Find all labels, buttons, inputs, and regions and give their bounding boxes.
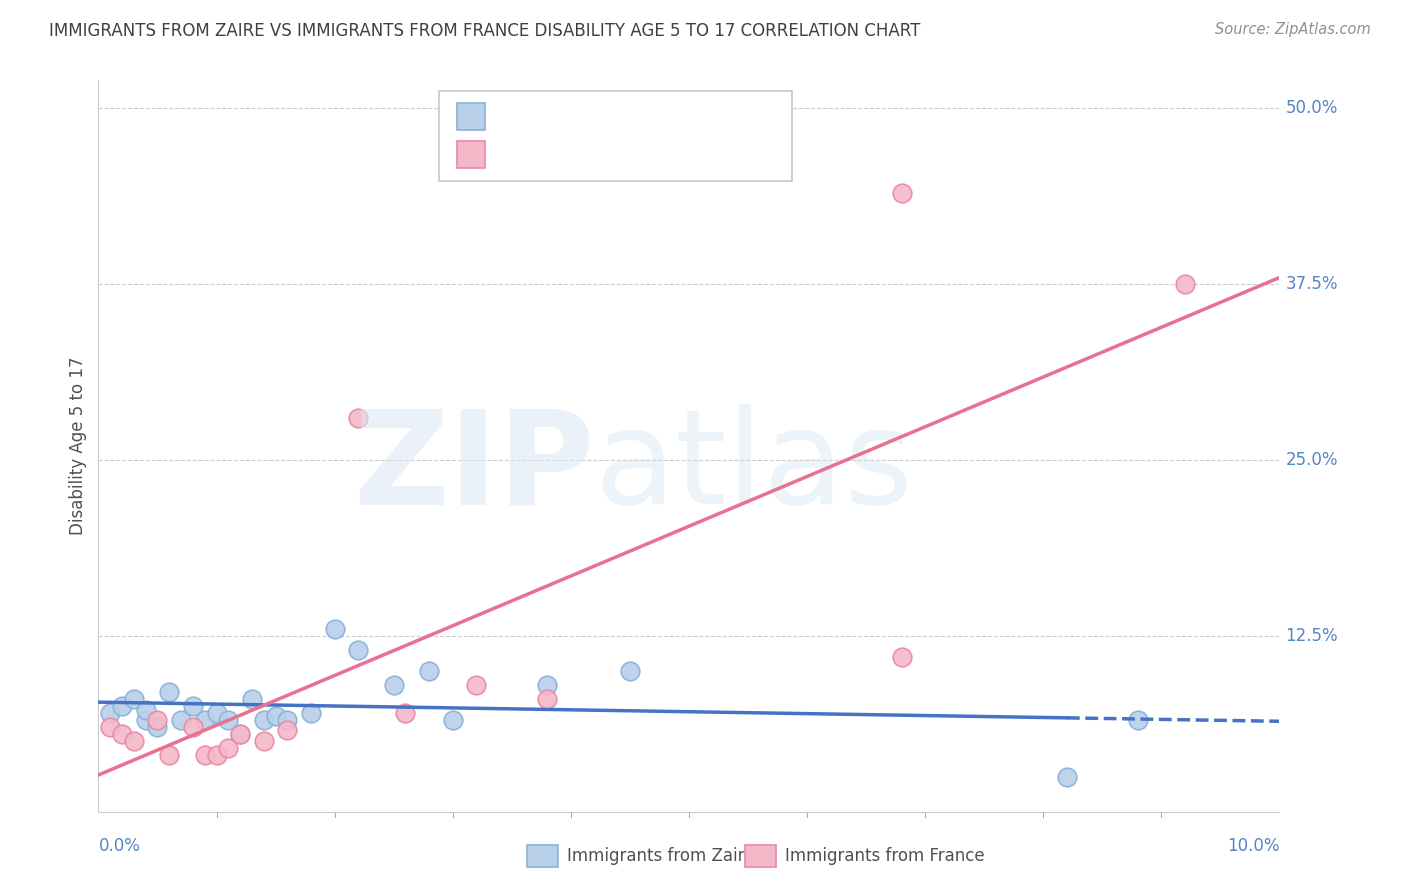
Point <box>98 706 121 721</box>
Text: 25.0%: 25.0% <box>1285 451 1339 469</box>
Point <box>229 727 252 741</box>
Point <box>253 734 276 748</box>
Point <box>146 720 169 734</box>
Point <box>157 685 180 699</box>
Point <box>890 650 912 665</box>
Text: Immigrants from Zaire: Immigrants from Zaire <box>567 847 754 865</box>
Point <box>217 714 239 728</box>
Point <box>98 720 121 734</box>
Text: 10.0%: 10.0% <box>1227 837 1279 855</box>
Point <box>205 706 228 721</box>
Text: Source: ZipAtlas.com: Source: ZipAtlas.com <box>1215 22 1371 37</box>
Point <box>441 714 464 728</box>
Text: IMMIGRANTS FROM ZAIRE VS IMMIGRANTS FROM FRANCE DISABILITY AGE 5 TO 17 CORRELATI: IMMIGRANTS FROM ZAIRE VS IMMIGRANTS FROM… <box>49 22 921 40</box>
Text: N =: N = <box>600 145 640 163</box>
Point <box>194 748 217 763</box>
Text: 12.5%: 12.5% <box>1285 627 1339 645</box>
Text: R =: R = <box>495 145 534 163</box>
Text: ZIP: ZIP <box>353 404 595 532</box>
Text: atlas: atlas <box>595 404 914 532</box>
Point <box>181 720 204 734</box>
Point <box>276 723 298 738</box>
Point <box>394 706 416 721</box>
Text: 50.0%: 50.0% <box>1285 99 1337 118</box>
Point <box>347 410 370 425</box>
Point <box>111 727 134 741</box>
Point <box>181 699 204 714</box>
Point <box>240 692 263 706</box>
Point <box>229 727 252 741</box>
Point <box>194 714 217 728</box>
Point <box>253 714 276 728</box>
Point <box>465 678 488 692</box>
Point <box>418 664 440 678</box>
Point <box>122 734 145 748</box>
Text: 37.5%: 37.5% <box>1285 276 1339 293</box>
Point <box>217 741 239 756</box>
Text: 0.0%: 0.0% <box>98 837 141 855</box>
Point <box>122 692 145 706</box>
Point <box>323 622 346 636</box>
Text: 0.737: 0.737 <box>527 145 579 163</box>
Point <box>146 714 169 728</box>
Y-axis label: Disability Age 5 to 17: Disability Age 5 to 17 <box>69 357 87 535</box>
Point <box>264 709 287 723</box>
Text: -0.159: -0.159 <box>527 108 585 126</box>
Point <box>536 678 558 692</box>
Point <box>1126 714 1149 728</box>
Point <box>205 748 228 763</box>
Point <box>135 714 157 728</box>
Point <box>890 186 912 200</box>
Point <box>1174 277 1197 292</box>
Point <box>276 714 298 728</box>
Point <box>170 714 193 728</box>
Text: 18: 18 <box>633 145 658 163</box>
Point <box>619 664 641 678</box>
Text: Immigrants from France: Immigrants from France <box>785 847 984 865</box>
Point <box>347 643 370 657</box>
Point <box>157 748 180 763</box>
Point <box>382 678 405 692</box>
Point <box>135 703 157 717</box>
Point <box>1056 770 1078 784</box>
Text: R =: R = <box>495 108 534 126</box>
Point <box>299 706 322 721</box>
Point <box>111 699 134 714</box>
Text: N =: N = <box>600 108 640 126</box>
Text: 27: 27 <box>633 108 658 126</box>
Point <box>536 692 558 706</box>
